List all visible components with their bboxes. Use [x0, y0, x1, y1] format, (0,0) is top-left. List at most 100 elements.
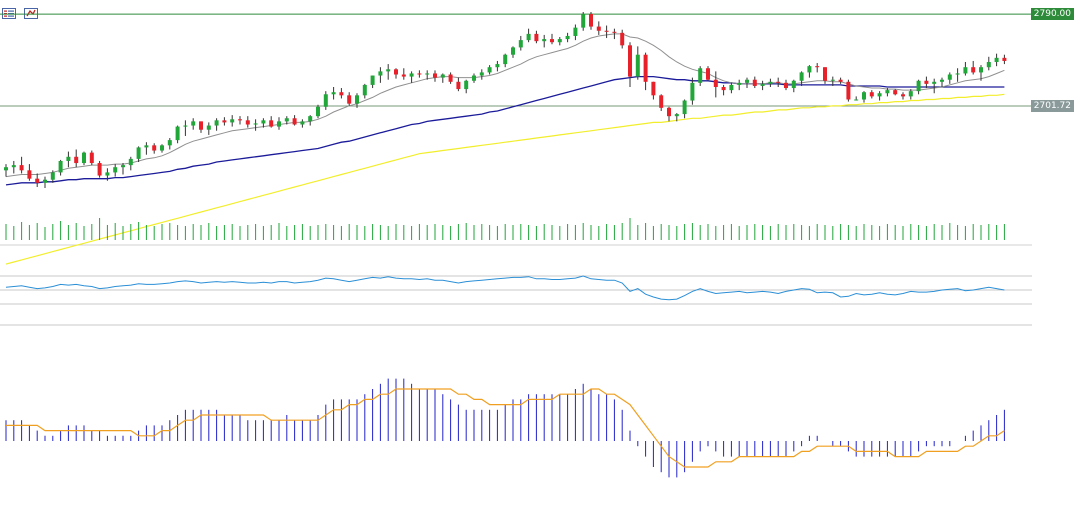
candle-body — [823, 67, 827, 81]
candle-body — [994, 57, 999, 62]
candle-body — [581, 14, 586, 28]
candle-body — [760, 83, 765, 86]
candle-body — [11, 165, 16, 168]
candle-body — [4, 167, 8, 171]
candle-body — [331, 92, 336, 95]
candle-body — [651, 81, 656, 96]
candle-body — [604, 30, 609, 32]
candle-body — [191, 121, 196, 126]
candle-body — [807, 66, 812, 73]
ma-fast-line — [5, 33, 1005, 178]
candle-body — [74, 156, 79, 164]
candle-body — [35, 178, 40, 183]
candle-body — [924, 80, 929, 84]
candle-body — [214, 120, 219, 126]
candle-body — [846, 81, 851, 100]
macd-signal-line — [6, 388, 1005, 468]
candle-body — [479, 72, 484, 76]
candle-body — [862, 92, 866, 100]
candle-body — [1002, 57, 1007, 61]
candle-body — [542, 39, 547, 42]
candle-body — [409, 73, 414, 77]
candle-body — [456, 81, 461, 90]
candle-body — [940, 79, 944, 82]
candle-body — [401, 74, 406, 77]
candle-body — [136, 147, 141, 159]
candle-body — [448, 74, 453, 82]
candle-body — [300, 121, 305, 125]
candle-body — [573, 27, 578, 36]
candle-body — [362, 84, 367, 96]
candle-body — [495, 64, 500, 68]
candle-body — [557, 39, 562, 43]
candle-body — [394, 69, 398, 75]
candle-body — [89, 152, 94, 164]
candle-body — [659, 95, 664, 108]
candle-body — [565, 35, 570, 40]
candle-body — [612, 31, 617, 33]
candle-body — [885, 90, 890, 94]
candle-body — [144, 145, 149, 148]
candle-body — [183, 125, 188, 127]
candle-body — [370, 75, 375, 85]
candle-body — [854, 99, 859, 101]
candle-body — [908, 91, 913, 97]
candle-body — [167, 140, 172, 146]
candle-body — [425, 73, 430, 75]
candle-body — [113, 167, 118, 173]
candle-body — [893, 90, 898, 95]
candle-body — [66, 156, 71, 161]
candle-body — [27, 170, 32, 179]
candle-body — [386, 69, 391, 72]
rsi-line — [5, 275, 1005, 301]
candle-body — [292, 118, 297, 125]
candle-body — [284, 118, 289, 122]
candle-body — [768, 81, 773, 84]
candle-body — [674, 114, 679, 117]
candle-body — [534, 33, 539, 42]
candle-body — [277, 121, 281, 127]
candle-body — [472, 75, 476, 81]
candle-body — [58, 160, 63, 173]
candle-body — [347, 95, 352, 104]
candle-body — [682, 100, 687, 115]
candle-body — [105, 172, 110, 176]
candle-body — [690, 82, 695, 101]
candle-body — [518, 40, 523, 48]
candle-body — [643, 54, 648, 82]
candle-body — [238, 119, 242, 121]
candle-body — [511, 47, 515, 55]
candle-body — [19, 165, 24, 171]
candle-body — [308, 116, 313, 122]
candle-body — [440, 74, 445, 78]
candle-body — [152, 145, 157, 151]
candle-body — [487, 67, 492, 73]
candle-body — [128, 158, 133, 166]
candle-body — [955, 73, 960, 75]
candle-body — [830, 79, 835, 81]
candle-body — [932, 81, 937, 84]
candle-body — [620, 32, 625, 46]
candle-body — [269, 120, 274, 127]
candle-body — [721, 87, 726, 91]
chart-properties-icon[interactable] — [24, 4, 38, 19]
candle-body — [503, 54, 508, 65]
candle-body — [526, 33, 531, 41]
candle-body — [97, 163, 102, 176]
candle-body — [916, 80, 921, 92]
candle-body — [464, 80, 469, 90]
candle-body — [947, 74, 952, 80]
candle-body — [253, 123, 258, 125]
candle-body — [550, 39, 554, 43]
candle-body — [206, 125, 211, 130]
ma-mid-line — [5, 75, 1005, 186]
candle-body — [877, 93, 882, 97]
candle-body — [245, 120, 250, 125]
candle-body — [82, 152, 86, 164]
candle-body — [698, 68, 703, 83]
candle-body — [737, 82, 742, 85]
candle-body — [869, 92, 874, 97]
ma-slow-line — [5, 93, 1005, 265]
candle-body — [963, 67, 968, 74]
